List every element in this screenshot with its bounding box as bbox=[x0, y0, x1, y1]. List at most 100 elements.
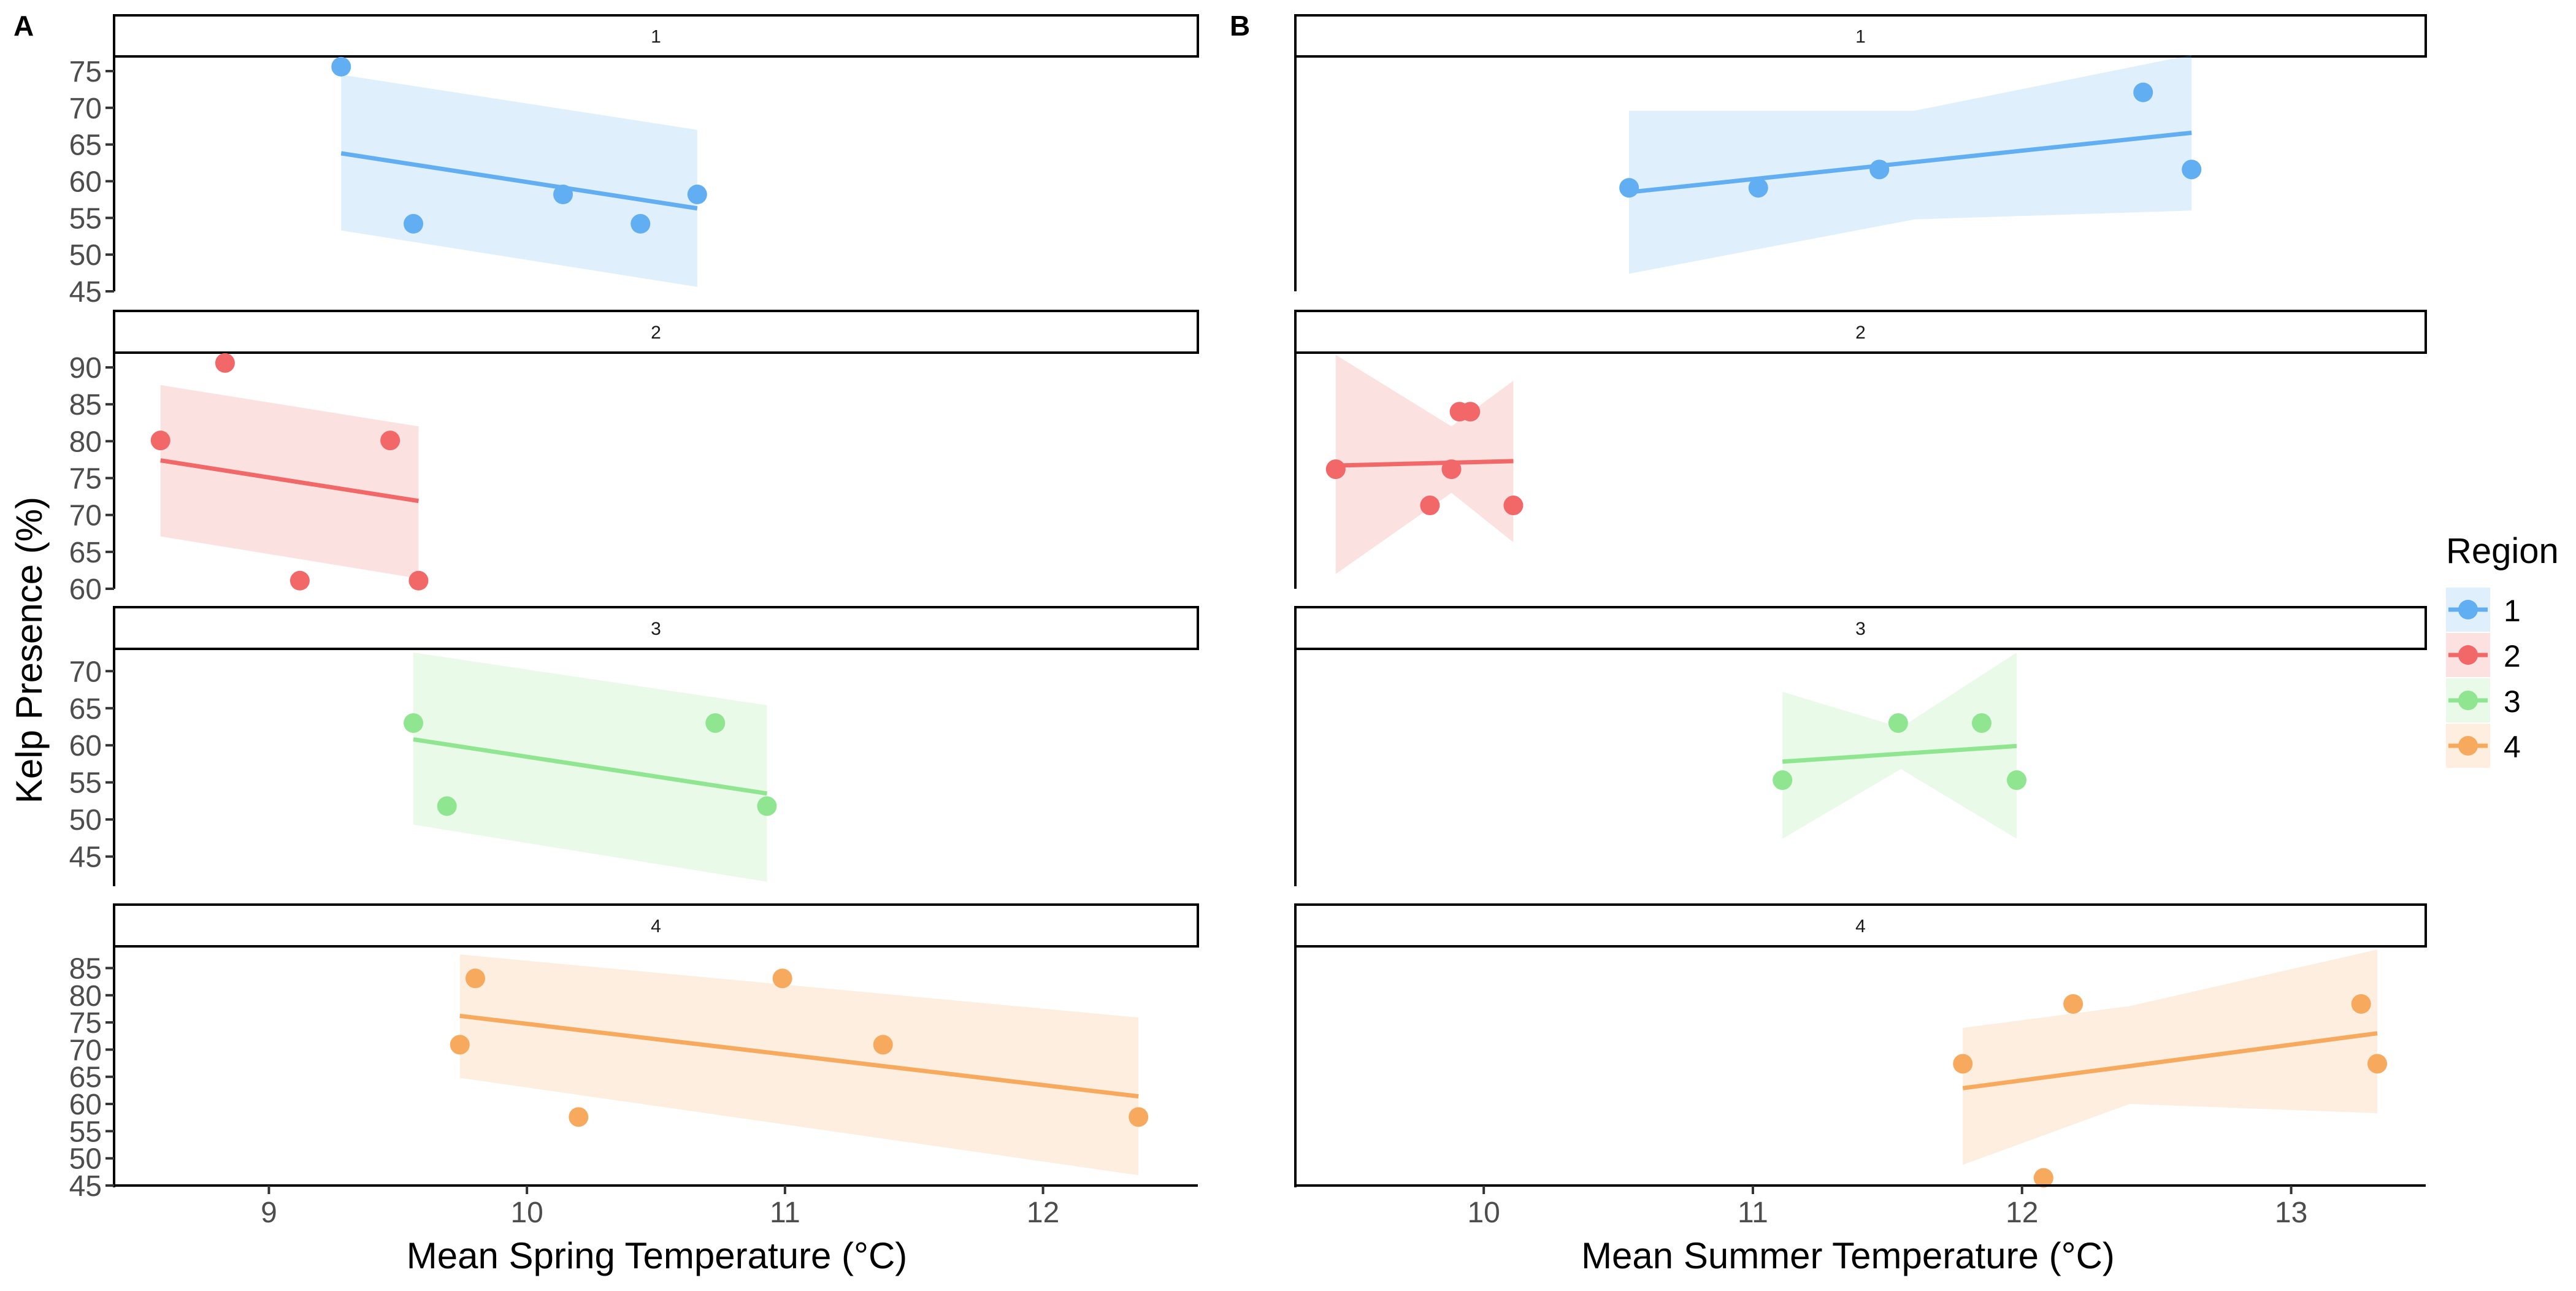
panel-a-region-4-y-tick-label: 80 bbox=[69, 980, 102, 1013]
legend: Region 1 2 3 4 bbox=[2446, 531, 2559, 768]
panel-a-region-2-point-1 bbox=[150, 431, 171, 451]
panel-a-region-1-strip bbox=[113, 14, 1199, 58]
panel-a-region-3-point-1 bbox=[404, 713, 424, 733]
panel-b-region-4-point-4 bbox=[2351, 994, 2371, 1014]
panel-a-region-4-y-tick-label: 85 bbox=[69, 952, 102, 985]
panel-a-region-4-point-1 bbox=[450, 1035, 470, 1055]
panel-b-region-3-point-1 bbox=[1773, 770, 1793, 791]
panel-a-region-1-trend-line bbox=[340, 151, 698, 211]
panel-a-region-1-y-tick-label: 45 bbox=[69, 276, 102, 308]
panel-b-region-4-strip-label: 4 bbox=[1855, 916, 1866, 937]
panel-a-region-3-trend-line bbox=[413, 737, 767, 796]
panel-a-region-4-y-tick-label: 45 bbox=[69, 1170, 102, 1203]
panel-a-region-2-y-tick-label: 90 bbox=[69, 352, 102, 385]
panel-b-region-3-trend-line bbox=[1782, 743, 2017, 764]
panel-b-region-2-point-5 bbox=[1460, 402, 1481, 422]
panel-a-region-2-y-tick-label: 80 bbox=[69, 426, 102, 458]
panel-a-region-2-point-4 bbox=[380, 431, 401, 451]
panel-a-region-3-y-tick-label: 50 bbox=[69, 804, 102, 837]
panel-a-region-4-point-3 bbox=[569, 1107, 589, 1127]
panel-a-region-2-y-tick-label: 75 bbox=[69, 463, 102, 496]
panel-a-region-2-strip-label: 2 bbox=[651, 323, 661, 343]
panel-b-region-1-point-5 bbox=[2182, 159, 2202, 180]
panel-a-region-2-point-5 bbox=[408, 570, 429, 591]
panel-a-x-tick-label: 12 bbox=[1027, 1197, 1059, 1229]
panel-b-region-1-trend-line bbox=[1628, 130, 2192, 194]
panel-b-region-3-strip-label: 3 bbox=[1855, 619, 1866, 639]
panel-b-region-4-point-2 bbox=[2033, 1168, 2053, 1188]
panel-b-x-tick-label: 13 bbox=[2275, 1197, 2307, 1229]
panel-a-region-3-point-2 bbox=[437, 796, 457, 816]
panel-a-region-1-y-tick-label: 60 bbox=[69, 166, 102, 198]
legend-label-3: 3 bbox=[2504, 684, 2521, 719]
panel-b-region-4-point-3 bbox=[2063, 994, 2083, 1014]
legend-title: Region bbox=[2446, 531, 2559, 571]
panel-a-region-3-point-3 bbox=[705, 713, 726, 733]
panel-b-region-4-point-1 bbox=[1953, 1054, 1973, 1074]
panel-a-region-3-y-tick-label: 60 bbox=[69, 730, 102, 762]
panel-a-region-1-point-2 bbox=[404, 213, 424, 234]
panel-a-region-3-y-tick-label: 55 bbox=[69, 767, 102, 800]
legend-label-1: 1 bbox=[2504, 594, 2521, 628]
panel-a-region-1-y-tick-label: 65 bbox=[69, 129, 102, 162]
panel-b-x-axis-title: Mean Summer Temperature (°C) bbox=[1581, 1235, 2115, 1276]
panel-b-region-3-point-2 bbox=[1888, 713, 1908, 733]
panel-a-region-4-point-5 bbox=[873, 1035, 893, 1055]
panel-b-region-2-point-6 bbox=[1503, 496, 1524, 516]
panel-a-region-3-strip-label: 3 bbox=[651, 619, 661, 639]
panel-b-region-2-point-2 bbox=[1420, 496, 1440, 516]
panel-a-tag: A bbox=[13, 10, 34, 42]
panel-a-region-2-y-tick-label: 60 bbox=[69, 573, 102, 606]
panel-a-region-4-y-tick-label: 65 bbox=[69, 1062, 102, 1094]
legend-label-4: 4 bbox=[2504, 730, 2521, 764]
legend-point-2 bbox=[2458, 645, 2478, 665]
panel-b-tag: B bbox=[1230, 10, 1250, 42]
panel-a-region-3-strip bbox=[113, 606, 1199, 650]
panel-a-x-tick-label: 11 bbox=[770, 1197, 800, 1229]
panel-b-x-tick-label: 11 bbox=[1738, 1197, 1768, 1229]
panel-a-region-1-y-tick-label: 50 bbox=[69, 239, 102, 272]
panel-b-region-4-trend-line bbox=[1962, 1031, 2378, 1090]
panel-b-region-2-point-3 bbox=[1441, 459, 1462, 480]
panel-a-region-4-y-tick-label: 60 bbox=[69, 1089, 102, 1121]
legend-point-4 bbox=[2458, 736, 2478, 756]
panel-a-region-4-strip bbox=[113, 903, 1199, 948]
panel-a-region-2-y-tick-label: 85 bbox=[69, 389, 102, 421]
panel-a-region-2-y-tick-label: 70 bbox=[69, 500, 102, 532]
panel-a-region-4-point-2 bbox=[466, 968, 485, 989]
panel-a-x-axis-title: Mean Spring Temperature (°C) bbox=[407, 1235, 908, 1276]
panel-a-region-3-point-4 bbox=[757, 796, 777, 816]
panel-a-region-1-point-4 bbox=[631, 213, 651, 234]
panel-a-region-2-y-tick-label: 65 bbox=[69, 537, 102, 569]
panel-a-region-4-trend-line bbox=[459, 1013, 1139, 1099]
panel-b-region-4-strip bbox=[1294, 903, 2427, 948]
legend-label-2: 2 bbox=[2504, 639, 2521, 673]
panel-b-region-1-point-4 bbox=[2133, 82, 2153, 102]
panel-a-region-3-y-tick-label: 70 bbox=[69, 656, 102, 688]
panel-a-region-4-y-tick-label: 55 bbox=[69, 1116, 102, 1148]
panel-a-region-3-y-tick-label: 45 bbox=[69, 841, 102, 874]
panel-a-x-tick-label: 10 bbox=[510, 1197, 543, 1229]
panel-b-region-3-point-3 bbox=[1971, 713, 1991, 733]
panel-b-region-1-point-1 bbox=[1619, 178, 1639, 198]
panel-a-region-1-y-tick-label: 55 bbox=[69, 202, 102, 235]
panel-a-region-4-point-4 bbox=[772, 968, 792, 989]
panel-b-region-1-strip bbox=[1294, 14, 2427, 58]
panel-b-region-1-point-3 bbox=[1869, 159, 1890, 180]
panel-a-region-1-strip-label: 1 bbox=[651, 27, 661, 47]
panel-a-region-1-point-5 bbox=[687, 185, 707, 205]
panel-b-region-2-point-1 bbox=[1325, 459, 1346, 480]
panel-a-region-1-y-tick-label: 70 bbox=[69, 93, 102, 125]
panel-b-region-3-confidence-band bbox=[1782, 653, 2017, 839]
panel-a-region-2-point-2 bbox=[215, 353, 235, 373]
panel-b-region-2-strip-label: 2 bbox=[1855, 323, 1866, 343]
panel-a-region-4-point-6 bbox=[1129, 1107, 1149, 1127]
panel-a-region-4-y-tick-label: 70 bbox=[69, 1034, 102, 1067]
panel-a-region-4-y-tick-label: 50 bbox=[69, 1143, 102, 1176]
panel-a-region-1-point-3 bbox=[553, 185, 573, 205]
panel-b-region-1-strip-label: 1 bbox=[1855, 27, 1866, 47]
panel-b-x-tick-label: 10 bbox=[1467, 1197, 1500, 1229]
panel-b-region-2-trend-line bbox=[1335, 459, 1514, 468]
panel-b-region-1-point-2 bbox=[1748, 178, 1768, 198]
